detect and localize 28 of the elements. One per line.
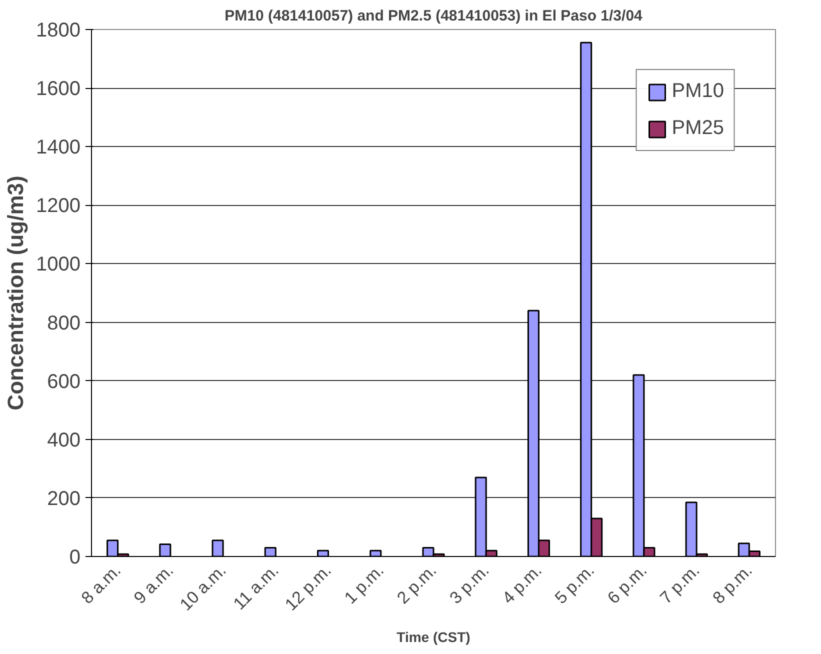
x-tick-label: 11 a.m. — [230, 560, 282, 614]
y-axis-title: Concentration (ug/m3) — [3, 176, 28, 410]
x-tick-label: 2 p.m. — [393, 560, 440, 608]
x-tick-label: 8 a.m. — [78, 560, 125, 608]
x-tick-label: 1 p.m. — [340, 560, 388, 608]
y-tick-label: 1600 — [36, 78, 81, 100]
x-tick-label: 10 a.m. — [176, 560, 230, 614]
y-tick-label: 800 — [47, 312, 81, 334]
x-tick-label: 6 p.m. — [604, 560, 651, 608]
chart-title: PM10 (481410057) and PM2.5 (481410053) in El Paso 1/3/04 — [224, 8, 644, 24]
y-tick-label: 200 — [47, 488, 81, 510]
x-axis-title: Time (CST) — [396, 629, 470, 646]
y-tick-label: 400 — [47, 429, 81, 452]
legend-label: PM10 — [672, 80, 724, 103]
y-tick-label: 1800 — [36, 20, 81, 42]
y-tick-label: 1400 — [36, 136, 81, 159]
x-tick-label: 8 p.m. — [709, 560, 756, 608]
x-tick-label: 7 p.m. — [656, 560, 704, 608]
y-tick-label: 1000 — [36, 254, 81, 276]
x-tick-label: 9 a.m. — [130, 560, 178, 608]
x-tick-label: 5 p.m. — [551, 560, 598, 608]
y-tick-label: 0 — [69, 546, 80, 568]
y-tick-label: 600 — [47, 370, 81, 393]
x-tick-label: 3 p.m. — [446, 560, 493, 608]
x-tick-label: 12 p.m. — [281, 560, 335, 614]
legend-label: PM25 — [672, 117, 724, 140]
x-tick-label: 4 p.m. — [498, 560, 546, 608]
y-tick-label: 1200 — [36, 195, 81, 218]
